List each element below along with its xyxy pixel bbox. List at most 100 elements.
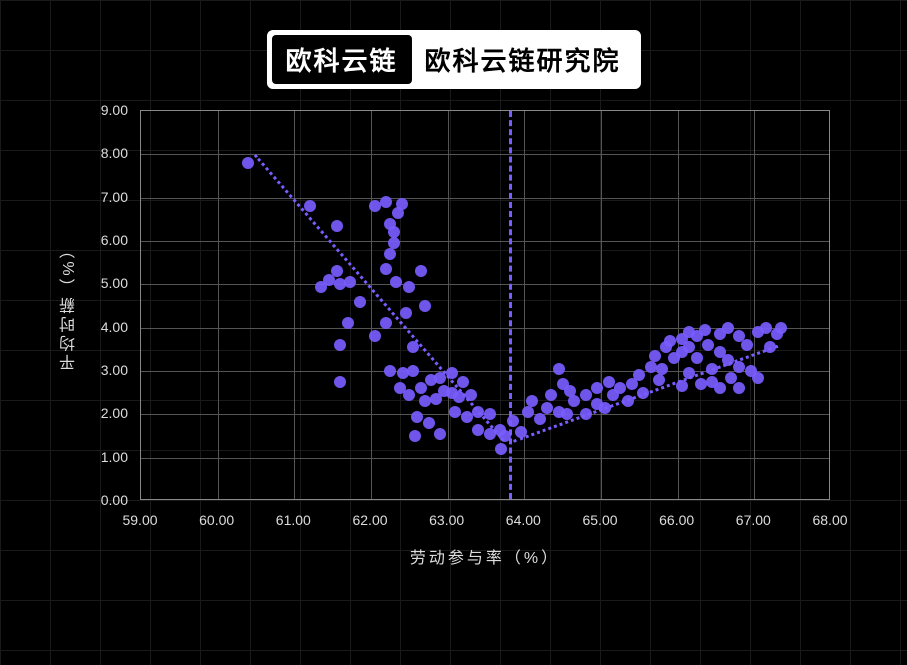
- gridline-vertical: [218, 111, 219, 499]
- scatter-point: [553, 363, 565, 375]
- x-tick-label: 63.00: [429, 512, 464, 528]
- scatter-point: [369, 330, 381, 342]
- y-tick-label: 2.00: [90, 405, 128, 421]
- x-tick-label: 67.00: [736, 512, 771, 528]
- scatter-point: [695, 378, 707, 390]
- scatter-point: [522, 406, 534, 418]
- scatter-point: [419, 300, 431, 312]
- x-tick-label: 62.00: [352, 512, 387, 528]
- scatter-point: [760, 322, 772, 334]
- x-axis-label: 劳动参与率（%）: [410, 544, 560, 568]
- scatter-point: [580, 389, 592, 401]
- scatter-point: [461, 411, 473, 423]
- scatter-point: [242, 157, 254, 169]
- scatter-chart: 劳动参与率（%） 平均时薪（%） 59.00 60.00 61.00 62.00 63.…: [0, 0, 907, 665]
- scatter-point: [407, 365, 419, 377]
- scatter-point: [354, 296, 366, 308]
- scatter-point: [403, 281, 415, 293]
- scatter-point: [334, 339, 346, 351]
- scatter-point: [390, 276, 402, 288]
- y-tick-label: 7.00: [90, 189, 128, 205]
- gridline-vertical: [678, 111, 679, 499]
- gridline-horizontal: [141, 458, 829, 459]
- x-tick-label: 68.00: [812, 512, 847, 528]
- scatter-point: [534, 413, 546, 425]
- scatter-point: [541, 402, 553, 414]
- scatter-point: [331, 220, 343, 232]
- scatter-point: [614, 382, 626, 394]
- plot-area: [140, 110, 830, 500]
- scatter-point: [702, 339, 714, 351]
- x-tick-label: 61.00: [276, 512, 311, 528]
- scatter-point: [752, 372, 764, 384]
- scatter-point: [545, 389, 557, 401]
- scatter-point: [649, 350, 661, 362]
- y-tick-label: 4.00: [90, 319, 128, 335]
- scatter-point: [419, 395, 431, 407]
- y-tick-label: 1.00: [90, 449, 128, 465]
- scatter-point: [722, 322, 734, 334]
- chart-grid: [141, 111, 829, 499]
- trendline: [254, 154, 505, 442]
- gridline-horizontal: [141, 241, 829, 242]
- x-tick-label: 60.00: [199, 512, 234, 528]
- scatter-point: [380, 317, 392, 329]
- scatter-point: [683, 341, 695, 353]
- vertical-divider-line: [509, 111, 512, 499]
- scatter-point: [633, 369, 645, 381]
- scatter-point: [396, 198, 408, 210]
- y-tick-label: 6.00: [90, 232, 128, 248]
- scatter-point: [653, 374, 665, 386]
- scatter-point: [664, 335, 676, 347]
- scatter-point: [741, 339, 753, 351]
- gridline-vertical: [294, 111, 295, 499]
- scatter-point: [591, 382, 603, 394]
- gridline-horizontal: [141, 154, 829, 155]
- scatter-point: [771, 328, 783, 340]
- scatter-point: [344, 276, 356, 288]
- scatter-point: [409, 430, 421, 442]
- gridline-vertical: [754, 111, 755, 499]
- scatter-point: [415, 382, 427, 394]
- scatter-point: [568, 395, 580, 407]
- scatter-point: [403, 389, 415, 401]
- gridline-vertical: [448, 111, 449, 499]
- gridline-vertical: [371, 111, 372, 499]
- scatter-point: [411, 411, 423, 423]
- y-tick-label: 8.00: [90, 145, 128, 161]
- y-tick-label: 0.00: [90, 492, 128, 508]
- x-tick-label: 59.00: [122, 512, 157, 528]
- x-tick-label: 64.00: [506, 512, 541, 528]
- scatter-point: [423, 417, 435, 429]
- scatter-point: [495, 443, 507, 455]
- scatter-point: [380, 263, 392, 275]
- y-tick-label: 3.00: [90, 362, 128, 378]
- scatter-point: [725, 372, 737, 384]
- scatter-point: [434, 428, 446, 440]
- scatter-point: [733, 382, 745, 394]
- gridline-horizontal: [141, 284, 829, 285]
- scatter-point: [331, 265, 343, 277]
- y-tick-label: 5.00: [90, 275, 128, 291]
- scatter-point: [507, 415, 519, 427]
- scatter-point: [449, 406, 461, 418]
- scatter-point: [645, 361, 657, 373]
- scatter-point: [557, 378, 569, 390]
- scatter-point: [334, 376, 346, 388]
- gridline-horizontal: [141, 371, 829, 372]
- y-axis-label: 平均时薪（%）: [58, 239, 82, 370]
- x-tick-label: 65.00: [582, 512, 617, 528]
- y-tick-label: 9.00: [90, 102, 128, 118]
- scatter-point: [472, 424, 484, 436]
- gridline-vertical: [524, 111, 525, 499]
- scatter-point: [526, 395, 538, 407]
- scatter-point: [400, 307, 412, 319]
- scatter-point: [415, 265, 427, 277]
- scatter-point: [380, 196, 392, 208]
- x-tick-label: 66.00: [659, 512, 694, 528]
- scatter-point: [714, 382, 726, 394]
- scatter-point: [656, 363, 668, 375]
- scatter-point: [603, 376, 615, 388]
- scatter-point: [384, 365, 396, 377]
- scatter-point: [384, 248, 396, 260]
